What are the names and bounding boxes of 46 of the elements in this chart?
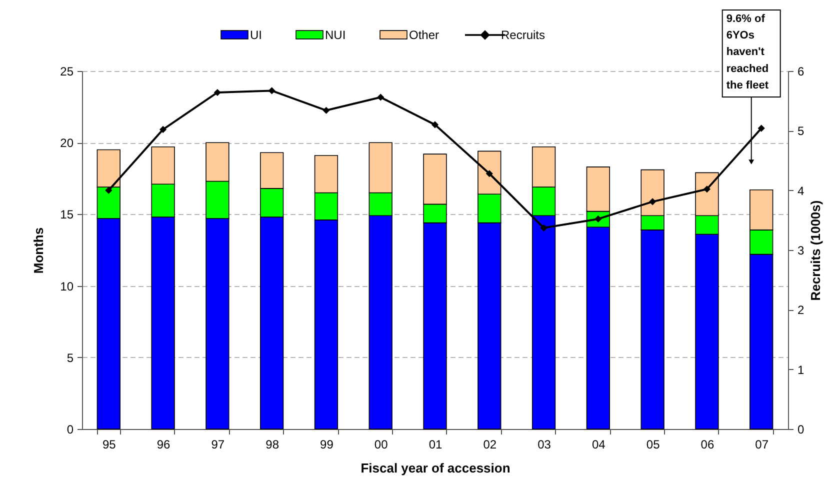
x-tick-label: 96: [156, 438, 171, 452]
y-tick-label: 0: [66, 422, 74, 436]
y2-tick-label: 6: [798, 64, 804, 78]
x-tick-label: 07: [755, 438, 769, 452]
legend-label: Recruits: [501, 28, 546, 42]
x-tick-label: 98: [266, 438, 280, 452]
point: [377, 94, 384, 101]
y2-tick-label: 4: [798, 184, 804, 198]
y2-tick-label: 3: [798, 244, 804, 258]
x-tick-label: 97: [211, 438, 225, 452]
y2-tick-label: 5: [798, 124, 804, 138]
x-tick-label: 01: [428, 438, 442, 452]
x-tick-label: 06: [700, 438, 714, 452]
y-tick-label: 25: [60, 64, 74, 78]
legend-label: NUI: [325, 28, 346, 42]
point: [105, 186, 112, 194]
legend-label: Other: [409, 28, 440, 42]
point: [540, 224, 548, 232]
x-tick-label: 99: [320, 438, 334, 452]
y2-tick-label: 2: [798, 303, 804, 318]
x-tick-label: 00: [374, 438, 388, 452]
y-tick-label: 20: [60, 136, 74, 150]
x-tick-label: 04: [592, 438, 606, 452]
point: [160, 126, 167, 134]
y2-axis-title: Recruits (1000s): [808, 200, 824, 301]
annotation: 9.6% of 6YOs haven't reached the fleet: [726, 13, 769, 92]
y-tick-label: 15: [60, 208, 74, 222]
point: [758, 124, 765, 132]
point: [268, 87, 276, 94]
x-tick-label: 05: [646, 438, 660, 452]
point: [431, 121, 439, 128]
point: [703, 186, 710, 193]
point: [322, 106, 330, 114]
x-tick-label: 95: [102, 438, 116, 452]
point: [649, 198, 656, 206]
y-tick-label: 5: [66, 350, 74, 365]
y2-tick-label: 1: [798, 362, 804, 377]
x-tick-label: 03: [538, 438, 552, 452]
x-tick-label: 02: [483, 438, 497, 452]
y-tick-label: 10: [60, 279, 74, 294]
y2-tick-label: 0: [798, 422, 804, 436]
legend-label: UI: [250, 28, 262, 42]
x-axis-title: Fiscal year of accession: [360, 460, 510, 476]
point: [214, 88, 221, 96]
y-axis-title: Months: [31, 227, 46, 274]
point: [486, 170, 493, 178]
